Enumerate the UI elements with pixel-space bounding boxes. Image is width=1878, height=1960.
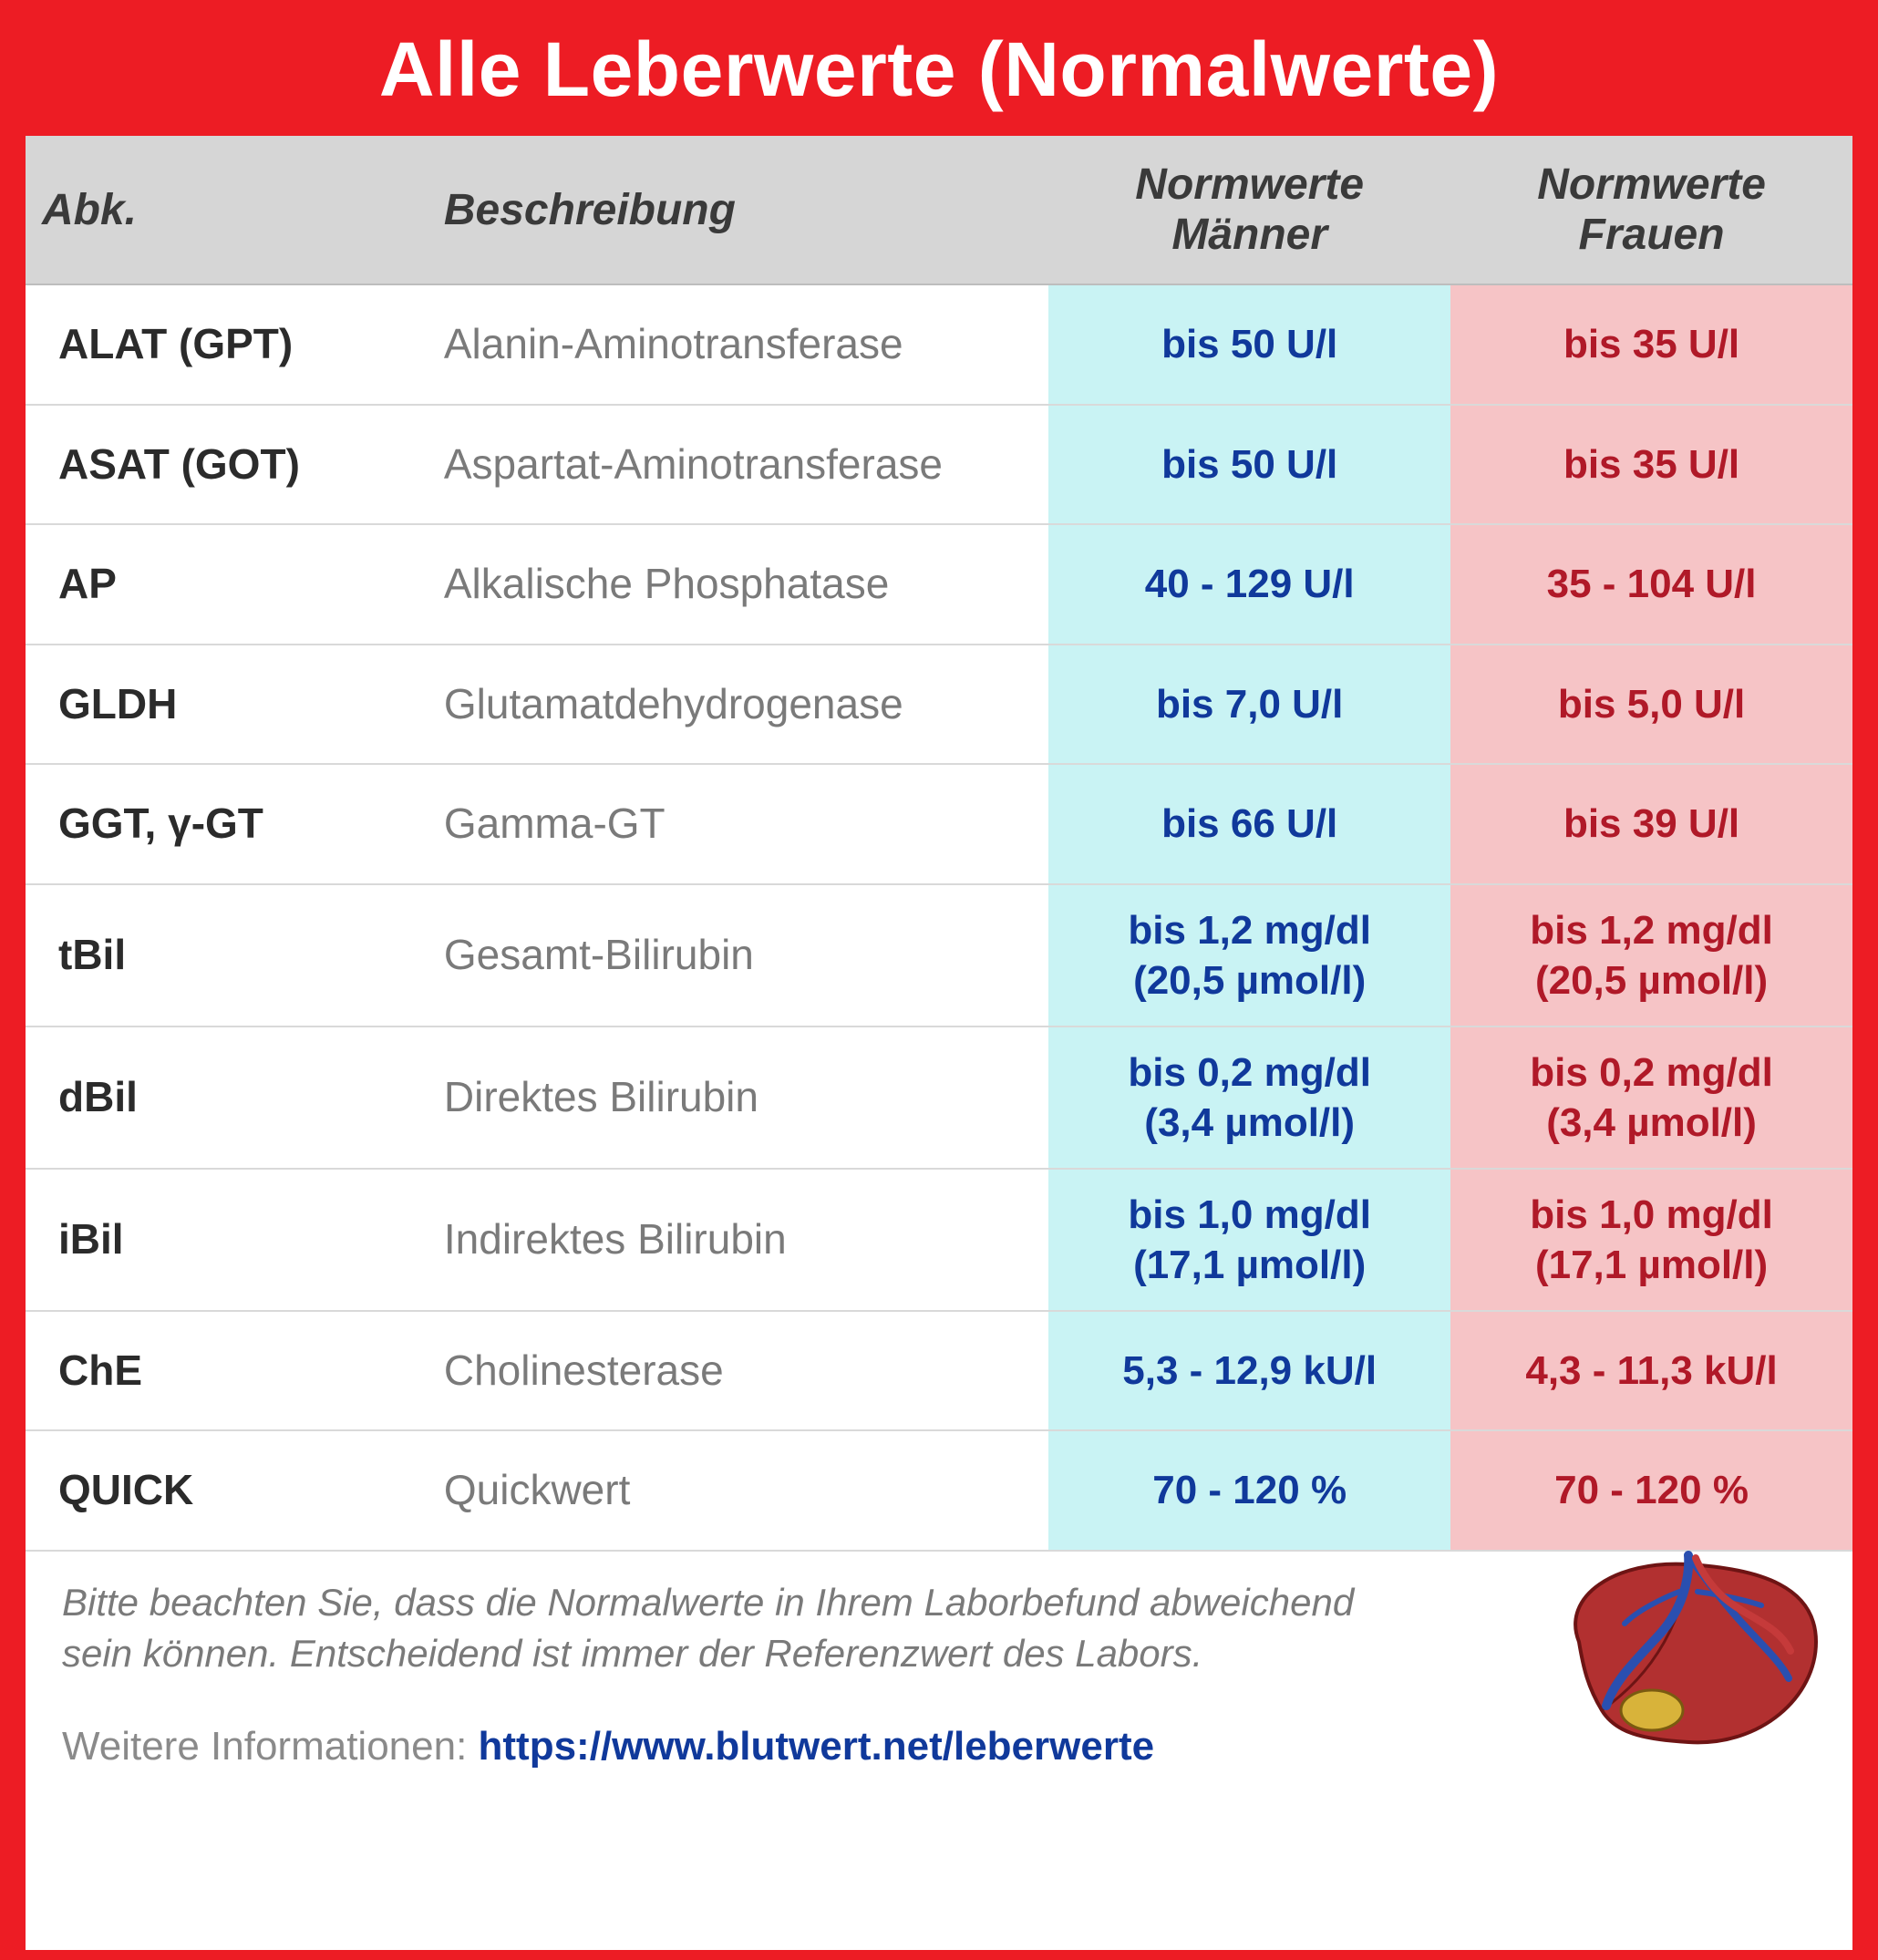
cell-desc: Direktes Bilirubin [428, 1026, 1048, 1169]
cell-male-line1: 70 - 120 % [1065, 1465, 1434, 1515]
infographic-frame: Alle Leberwerte (Normalwerte) Abk. Besch… [0, 0, 1878, 1960]
cell-male: bis 50 U/l [1048, 405, 1450, 525]
cell-abk: ALAT (GPT) [26, 284, 428, 405]
cell-abk: ChE [26, 1311, 428, 1431]
col-header-female: NormwerteFrauen [1450, 136, 1852, 284]
cell-female: bis 39 U/l [1450, 764, 1852, 884]
cell-male: bis 66 U/l [1048, 764, 1450, 884]
cell-male: bis 7,0 U/l [1048, 645, 1450, 765]
cell-female-line2: (3,4 µmol/l) [1467, 1098, 1836, 1148]
cell-abk: dBil [26, 1026, 428, 1169]
cell-desc: Gamma-GT [428, 764, 1048, 884]
cell-female: 4,3 - 11,3 kU/l [1450, 1311, 1852, 1431]
cell-male: bis 1,2 mg/dl(20,5 µmol/l) [1048, 884, 1450, 1026]
cell-abk: AP [26, 524, 428, 645]
cell-abk: tBil [26, 884, 428, 1026]
cell-female-line1: bis 1,0 mg/dl [1467, 1190, 1836, 1240]
cell-female: 35 - 104 U/l [1450, 524, 1852, 645]
table-row: QUICKQuickwert 70 - 120 % 70 - 120 % [26, 1430, 1852, 1551]
cell-desc: Alkalische Phosphatase [428, 524, 1048, 645]
cell-desc: Glutamatdehydrogenase [428, 645, 1048, 765]
table-row: ASAT (GOT)Aspartat-Aminotransferase bis 5… [26, 405, 1852, 525]
more-info-link[interactable]: https://www.blutwert.net/leberwerte [479, 1724, 1155, 1769]
cell-female-line1: 35 - 104 U/l [1467, 559, 1836, 609]
cell-abk: iBil [26, 1169, 428, 1311]
cell-abk: GLDH [26, 645, 428, 765]
col-header-female-label: NormwerteFrauen [1537, 160, 1766, 259]
cell-male: bis 0,2 mg/dl(3,4 µmol/l) [1048, 1026, 1450, 1169]
cell-male: bis 50 U/l [1048, 284, 1450, 405]
table-row: ALAT (GPT)Alanin-Aminotransferase bis 50 … [26, 284, 1852, 405]
cell-abk: GGT, γ-GT [26, 764, 428, 884]
cell-female-line1: bis 35 U/l [1467, 439, 1836, 490]
cell-desc: Cholinesterase [428, 1311, 1048, 1431]
cell-female: bis 1,2 mg/dl(20,5 µmol/l) [1450, 884, 1852, 1026]
table-row: tBilGesamt-Bilirubinbis 1,2 mg/dl(20,5 µ… [26, 884, 1852, 1026]
cell-desc: Aspartat-Aminotransferase [428, 405, 1048, 525]
cell-male-line1: 5,3 - 12,9 kU/l [1065, 1346, 1434, 1396]
cell-male: 5,3 - 12,9 kU/l [1048, 1311, 1450, 1431]
cell-female: 70 - 120 % [1450, 1430, 1852, 1551]
table-row: iBilIndirektes Bilirubinbis 1,0 mg/dl(17… [26, 1169, 1852, 1311]
cell-desc: Alanin-Aminotransferase [428, 284, 1048, 405]
cell-female-line1: bis 1,2 mg/dl [1467, 905, 1836, 955]
table-row: dBilDirektes Bilirubinbis 0,2 mg/dl(3,4 … [26, 1026, 1852, 1169]
disclaimer-note: Bitte beachten Sie, dass die Normalwerte… [62, 1577, 1430, 1680]
cell-male-line1: bis 7,0 U/l [1065, 679, 1434, 729]
col-header-male-label: NormwerteMänner [1135, 160, 1364, 259]
table-body: ALAT (GPT)Alanin-Aminotransferase bis 50 … [26, 284, 1852, 1551]
table-header-row: Abk. Beschreibung NormwerteMänner Normwe… [26, 136, 1852, 284]
col-header-desc: Beschreibung [428, 136, 1048, 284]
cell-male: 40 - 129 U/l [1048, 524, 1450, 645]
cell-male-line1: bis 50 U/l [1065, 439, 1434, 490]
content-panel: Abk. Beschreibung NormwerteMänner Normwe… [26, 136, 1852, 1950]
cell-abk: QUICK [26, 1430, 428, 1551]
cell-desc: Quickwert [428, 1430, 1048, 1551]
table-row: APAlkalische Phosphatase 40 - 129 U/l 35 -… [26, 524, 1852, 645]
cell-desc: Indirektes Bilirubin [428, 1169, 1048, 1311]
cell-female: bis 35 U/l [1450, 405, 1852, 525]
cell-female: bis 0,2 mg/dl(3,4 µmol/l) [1450, 1026, 1852, 1169]
cell-female-line1: bis 39 U/l [1467, 799, 1836, 849]
cell-male-line1: 40 - 129 U/l [1065, 559, 1434, 609]
cell-female: bis 1,0 mg/dl(17,1 µmol/l) [1450, 1169, 1852, 1311]
cell-male-line1: bis 1,0 mg/dl [1065, 1190, 1434, 1240]
cell-female-line2: (17,1 µmol/l) [1467, 1240, 1836, 1290]
cell-female-line1: 4,3 - 11,3 kU/l [1467, 1346, 1836, 1396]
cell-male-line2: (20,5 µmol/l) [1065, 955, 1434, 1006]
cell-male-line1: bis 1,2 mg/dl [1065, 905, 1434, 955]
cell-female: bis 35 U/l [1450, 284, 1852, 405]
cell-desc: Gesamt-Bilirubin [428, 884, 1048, 1026]
table-row: ChECholinesterase 5,3 - 12,9 kU/l 4,3 - 11… [26, 1311, 1852, 1431]
cell-female-line1: 70 - 120 % [1467, 1465, 1836, 1515]
cell-female-line1: bis 0,2 mg/dl [1467, 1047, 1836, 1098]
page-title: Alle Leberwerte (Normalwerte) [0, 0, 1878, 136]
cell-abk: ASAT (GOT) [26, 405, 428, 525]
cell-male-line1: bis 50 U/l [1065, 319, 1434, 369]
more-info-label: Weitere Informationen: [62, 1724, 479, 1769]
cell-male: bis 1,0 mg/dl(17,1 µmol/l) [1048, 1169, 1450, 1311]
col-header-male: NormwerteMänner [1048, 136, 1450, 284]
footer: Bitte beachten Sie, dass die Normalwerte… [26, 1552, 1852, 1769]
col-header-abk: Abk. [26, 136, 428, 284]
cell-male-line1: bis 66 U/l [1065, 799, 1434, 849]
liver-values-table: Abk. Beschreibung NormwerteMänner Normwe… [26, 136, 1852, 1552]
table-row: GLDHGlutamatdehydrogenase bis 7,0 U/l bis … [26, 645, 1852, 765]
cell-male-line1: bis 0,2 mg/dl [1065, 1047, 1434, 1098]
cell-female: bis 5,0 U/l [1450, 645, 1852, 765]
table-row: GGT, γ-GTGamma-GT bis 66 U/l bis 39 U/l [26, 764, 1852, 884]
cell-female-line1: bis 35 U/l [1467, 319, 1836, 369]
cell-male-line2: (17,1 µmol/l) [1065, 1240, 1434, 1290]
liver-icon [1552, 1542, 1825, 1760]
cell-female-line2: (20,5 µmol/l) [1467, 955, 1836, 1006]
cell-female-line1: bis 5,0 U/l [1467, 679, 1836, 729]
cell-male: 70 - 120 % [1048, 1430, 1450, 1551]
cell-male-line2: (3,4 µmol/l) [1065, 1098, 1434, 1148]
